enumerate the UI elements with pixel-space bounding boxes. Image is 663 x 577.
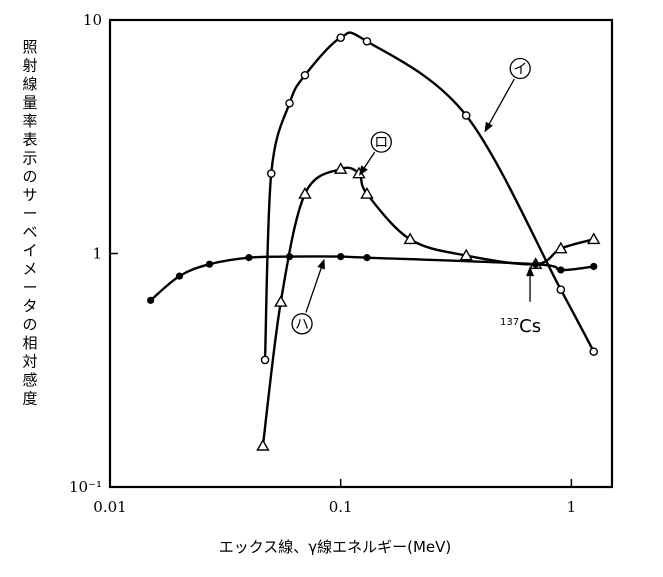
data-point-circle xyxy=(300,70,310,80)
annotation-label: ロ xyxy=(374,135,388,151)
plot-frame xyxy=(108,18,614,489)
data-point-circle xyxy=(362,37,372,46)
data-point-dot xyxy=(175,272,184,280)
axis-ticks: 0.01 0.1 1 10 1 10⁻¹ xyxy=(69,11,576,516)
x-axis-title: エックス線、γ線エネルギー(MeV) xyxy=(219,538,452,556)
y-axis-title-char: 表 xyxy=(22,131,37,149)
data-point-triangle xyxy=(256,438,270,451)
x-tick-label: 0.1 xyxy=(329,498,353,516)
y-axis-title-char: 度 xyxy=(22,390,37,408)
annotation: イ xyxy=(484,57,531,133)
data-point-triangle xyxy=(587,232,601,245)
series-ロ xyxy=(256,162,601,451)
annotation-circle xyxy=(291,313,313,335)
y-axis-title-char: 示 xyxy=(22,149,37,167)
annotation-arrowhead xyxy=(484,121,493,133)
series-line xyxy=(263,31,595,360)
data-point-triangle xyxy=(298,186,312,199)
data-point-circle xyxy=(336,33,345,42)
y-axis-title-char: イ xyxy=(22,242,37,260)
y-axis-title-char: メ xyxy=(22,260,37,278)
data-point-dot xyxy=(205,260,214,268)
data-point-dot xyxy=(590,262,598,271)
y-axis-title-char: 量 xyxy=(22,94,37,112)
x-tick-label: 0.01 xyxy=(93,498,126,516)
data-point-dot xyxy=(363,254,371,262)
y-axis-title-char: 率 xyxy=(22,112,37,130)
data-point-circle xyxy=(260,355,270,365)
series-layer xyxy=(147,31,601,451)
data-point-dot xyxy=(245,254,253,262)
data-point-dot xyxy=(557,266,565,274)
data-point-triangle xyxy=(554,241,568,254)
y-axis-title-char: の xyxy=(22,168,37,186)
annotation-circle xyxy=(509,57,531,80)
annotation-label: イ xyxy=(513,61,527,77)
annotation: 137Cs xyxy=(500,266,541,337)
series-line xyxy=(261,166,595,447)
annotation: ハ xyxy=(291,258,325,335)
annotation-arrowhead xyxy=(317,258,325,270)
data-point-circle xyxy=(461,111,471,120)
data-point-dot xyxy=(337,252,345,261)
data-point-triangle xyxy=(360,186,374,199)
annotation-layer: イロハ 137Cs xyxy=(291,57,541,337)
y-axis-title-char: ベ xyxy=(22,223,37,241)
data-point-dot xyxy=(532,260,540,268)
data-point-circle xyxy=(285,98,294,108)
y-axis-title-char: 射 xyxy=(22,57,37,75)
y-tick-label: 10⁻¹ xyxy=(69,478,102,496)
y-tick-label: 1 xyxy=(92,245,102,263)
annotation-circle xyxy=(370,131,392,153)
annotation-arrowhead xyxy=(526,266,535,277)
y-axis-title-char: サ xyxy=(22,186,37,204)
annotation-arrow xyxy=(305,264,324,313)
annotation-label: ハ xyxy=(295,317,309,333)
annotation-arrow xyxy=(486,78,515,128)
data-point-circle xyxy=(589,347,599,356)
y-axis-title-char: 相 xyxy=(22,334,37,352)
y-axis-title-char: 感 xyxy=(22,371,37,389)
y-axis-title-char: タ xyxy=(22,297,37,315)
data-point-triangle xyxy=(459,248,473,261)
data-point-triangle xyxy=(403,232,417,245)
y-axis-title-char: 対 xyxy=(22,353,37,371)
series-イ xyxy=(260,31,599,365)
annotation-arrowhead xyxy=(358,165,368,176)
y-axis-title-char: の xyxy=(22,316,37,334)
data-point-triangle xyxy=(274,295,288,307)
x-tick-label: 1 xyxy=(567,498,577,516)
annotation-label: 137Cs xyxy=(500,316,541,337)
y-tick-label: 10 xyxy=(83,11,102,29)
series-line xyxy=(149,255,594,302)
data-point-triangle xyxy=(333,162,348,174)
series-ハ xyxy=(147,252,598,304)
data-point-dot xyxy=(147,296,155,304)
data-point-circle xyxy=(556,285,566,294)
annotation: ロ xyxy=(358,131,392,176)
y-axis-title-char: 照 xyxy=(22,38,37,56)
y-axis-title-char: ー xyxy=(22,279,37,297)
data-point-circle xyxy=(266,169,276,178)
y-axis-title-char: 線 xyxy=(22,75,37,93)
y-axis-title-char: ー xyxy=(22,205,37,223)
data-point-dot xyxy=(285,252,294,261)
